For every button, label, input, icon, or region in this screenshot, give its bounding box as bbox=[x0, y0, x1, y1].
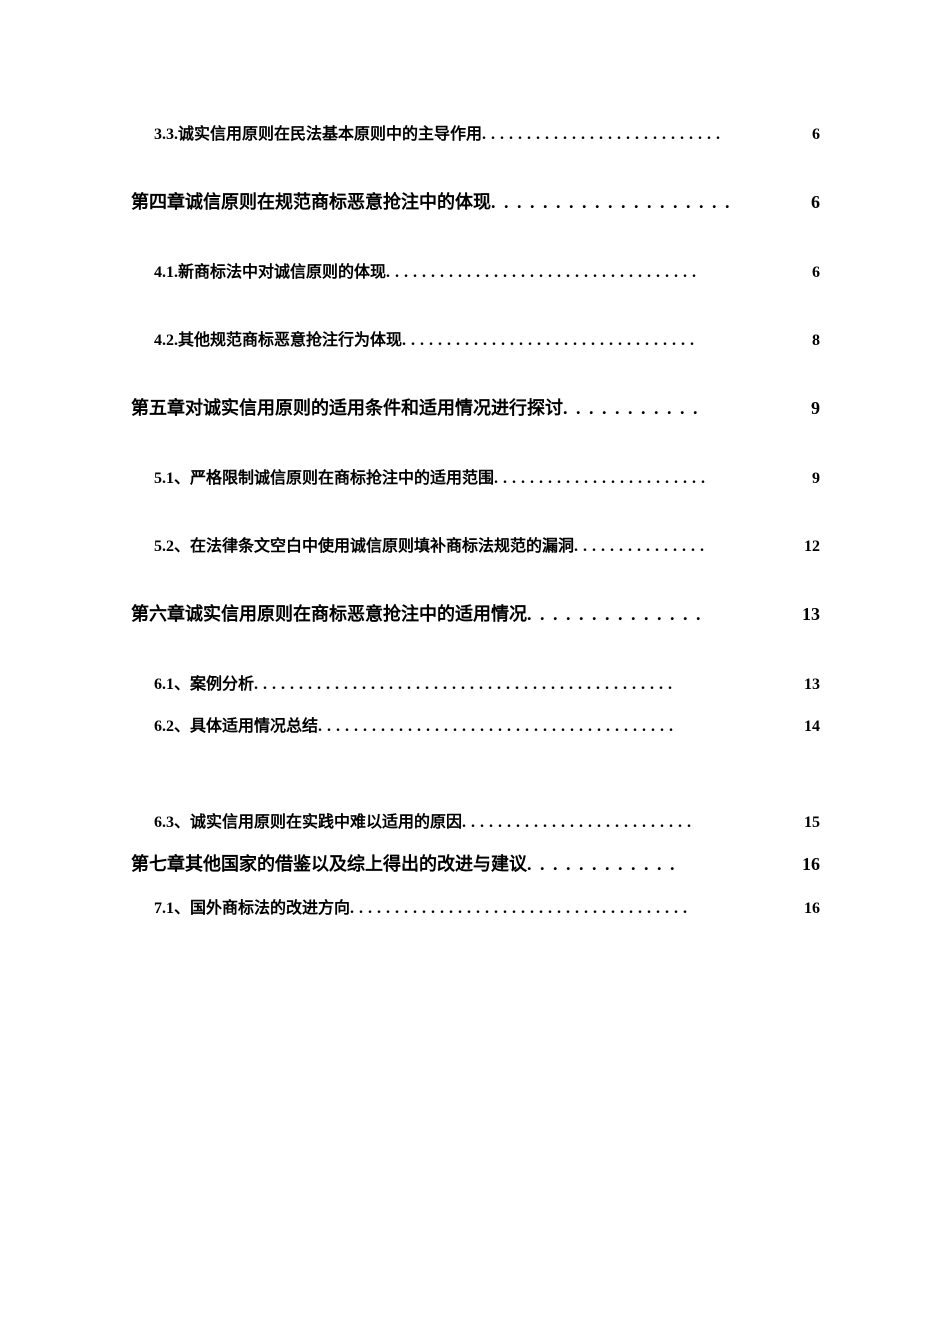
toc-title: 第六章诚实信用原则在商标恶意抢注中的适用情况 bbox=[131, 600, 527, 626]
spacer bbox=[130, 780, 820, 808]
toc-entry: 第七章其他国家的借鉴以及综上得出的改进与建议 . . . . . . . . .… bbox=[130, 850, 820, 876]
toc-title: 第四章诚信原则在规范商标恶意抢注中的体现 bbox=[131, 188, 491, 214]
toc-title: 6.1、案例分析 bbox=[154, 670, 254, 694]
toc-entry: 6.1、案例分析 . . . . . . . . . . . . . . . .… bbox=[130, 670, 820, 694]
toc-leader: . . . . . . . . . . . bbox=[563, 398, 809, 419]
toc-title: 4.2.其他规范商标恶意抢注行为体现 bbox=[154, 326, 402, 350]
toc-leader: . . . . . . . . . . . . bbox=[527, 854, 800, 875]
toc-entry: 6.2、具体适用情况总结 . . . . . . . . . . . . . .… bbox=[130, 712, 820, 736]
toc-entry: 7.1、国外商标法的改进方向 . . . . . . . . . . . . .… bbox=[130, 894, 820, 918]
toc-page-number: 6 bbox=[810, 126, 820, 144]
toc-leader: . . . . . . . . . . . . . . . . . . . . … bbox=[494, 470, 810, 488]
toc-title: 第五章对诚实信用原则的适用条件和适用情况进行探讨 bbox=[131, 394, 563, 420]
toc-title: 3.3.诚实信用原则在民法基本原则中的主导作用 bbox=[154, 120, 482, 144]
toc-entry: 4.2.其他规范商标恶意抢注行为体现 . . . . . . . . . . .… bbox=[130, 326, 820, 350]
table-of-contents: 3.3.诚实信用原则在民法基本原则中的主导作用 . . . . . . . . … bbox=[130, 120, 820, 918]
toc-leader: . . . . . . . . . . . . . . . . . . . . … bbox=[402, 332, 810, 350]
toc-page-number: 16 bbox=[800, 854, 820, 875]
toc-page-number: 8 bbox=[810, 332, 820, 350]
toc-entry: 6.3、诚实信用原则在实践中难以适用的原因 . . . . . . . . . … bbox=[130, 808, 820, 832]
toc-page-number: 13 bbox=[802, 676, 820, 694]
toc-entry: 5.1、严格限制诚信原则在商标抢注中的适用范围 . . . . . . . . … bbox=[130, 464, 820, 488]
toc-leader: . . . . . . . . . . . . . . . . . . . . … bbox=[462, 814, 802, 832]
toc-page-number: 9 bbox=[809, 398, 820, 419]
toc-page-number: 12 bbox=[802, 538, 820, 556]
toc-leader: . . . . . . . . . . . . . . . bbox=[574, 538, 802, 556]
toc-title: 6.2、具体适用情况总结 bbox=[154, 712, 318, 736]
toc-leader: . . . . . . . . . . . . . . bbox=[527, 604, 800, 625]
toc-leader: . . . . . . . . . . . . . . . . . . . . … bbox=[350, 900, 802, 918]
toc-title: 5.2、在法律条文空白中使用诚信原则填补商标法规范的漏洞 bbox=[154, 532, 574, 556]
toc-title: 5.1、严格限制诚信原则在商标抢注中的适用范围 bbox=[154, 464, 494, 488]
toc-leader: . . . . . . . . . . . . . . . . . . . . … bbox=[386, 264, 810, 282]
toc-page-number: 13 bbox=[800, 604, 820, 625]
toc-title: 7.1、国外商标法的改进方向 bbox=[154, 894, 350, 918]
toc-entry: 第六章诚实信用原则在商标恶意抢注中的适用情况 . . . . . . . . .… bbox=[130, 600, 820, 626]
toc-page-number: 14 bbox=[802, 718, 820, 736]
toc-leader: . . . . . . . . . . . . . . . . . . . . … bbox=[482, 126, 810, 144]
toc-entry: 第五章对诚实信用原则的适用条件和适用情况进行探讨 . . . . . . . .… bbox=[130, 394, 820, 420]
toc-entry: 3.3.诚实信用原则在民法基本原则中的主导作用 . . . . . . . . … bbox=[130, 120, 820, 144]
toc-leader: . . . . . . . . . . . . . . . . . . . . … bbox=[254, 676, 802, 694]
toc-entry: 4.1.新商标法中对诚信原则的体现 . . . . . . . . . . . … bbox=[130, 258, 820, 282]
toc-entry: 5.2、在法律条文空白中使用诚信原则填补商标法规范的漏洞 . . . . . .… bbox=[130, 532, 820, 556]
toc-title: 第七章其他国家的借鉴以及综上得出的改进与建议 bbox=[131, 850, 527, 876]
toc-leader: . . . . . . . . . . . . . . . . . . . bbox=[491, 192, 809, 213]
toc-page-number: 9 bbox=[810, 470, 820, 488]
toc-page-number: 6 bbox=[810, 264, 820, 282]
toc-title: 6.3、诚实信用原则在实践中难以适用的原因 bbox=[154, 808, 462, 832]
toc-page-number: 16 bbox=[802, 900, 820, 918]
toc-page-number: 6 bbox=[809, 192, 820, 213]
toc-title: 4.1.新商标法中对诚信原则的体现 bbox=[154, 258, 386, 282]
toc-entry: 第四章诚信原则在规范商标恶意抢注中的体现 . . . . . . . . . .… bbox=[130, 188, 820, 214]
toc-leader: . . . . . . . . . . . . . . . . . . . . … bbox=[318, 718, 802, 736]
toc-page-number: 15 bbox=[802, 814, 820, 832]
